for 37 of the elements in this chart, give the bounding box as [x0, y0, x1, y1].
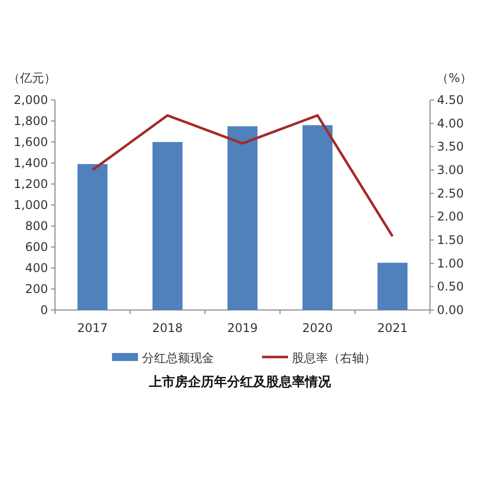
y-tick-label: 1,000 [14, 198, 48, 212]
y-tick-label: 800 [25, 219, 48, 233]
y-tick-label: 1,800 [14, 114, 48, 128]
text: 上市房企历年分红及股息率情况 [148, 374, 332, 390]
y2-tick-label: 1.00 [437, 256, 464, 270]
bar [78, 164, 108, 310]
bar [152, 142, 182, 310]
y2-tick-label: 4.00 [437, 116, 464, 130]
y2-tick-label: 4.50 [437, 93, 464, 107]
bar [228, 126, 258, 310]
y-tick-label: 1,600 [14, 135, 48, 149]
x-tick-label: 2021 [377, 321, 408, 335]
legend-label: 分红总额现金 [142, 351, 214, 365]
y-tick-label: 600 [25, 240, 48, 254]
line-series [91, 114, 394, 238]
x-tick-label: 2020 [302, 321, 333, 335]
x-tick-label: 2017 [77, 321, 108, 335]
legend-label: 股息率（右轴） [292, 351, 376, 365]
bar [378, 262, 408, 310]
y-tick-label: 0 [40, 303, 48, 317]
bar [302, 125, 332, 310]
y-axis-title: （亿元） [8, 71, 56, 85]
y2-axis-title: （%） [436, 71, 472, 85]
x-tick-label: 2018 [152, 321, 183, 335]
y-tick-label: 1,400 [14, 156, 48, 170]
y-tick-label: 1,200 [14, 177, 48, 191]
x-tick-label: 2019 [227, 321, 258, 335]
y-tick-label: 400 [25, 261, 48, 275]
y2-tick-label: 2.50 [437, 186, 464, 200]
y2-tick-label: 3.00 [437, 163, 464, 177]
y-tick-label: 2,000 [14, 93, 48, 107]
y2-tick-label: 0.00 [437, 303, 464, 317]
y2-tick-label: 3.50 [437, 140, 464, 154]
y-tick-label: 200 [25, 282, 48, 296]
y2-tick-label: 0.50 [437, 280, 464, 294]
y2-tick-label: 2.00 [437, 210, 464, 224]
y2-tick-label: 1.50 [437, 233, 464, 247]
